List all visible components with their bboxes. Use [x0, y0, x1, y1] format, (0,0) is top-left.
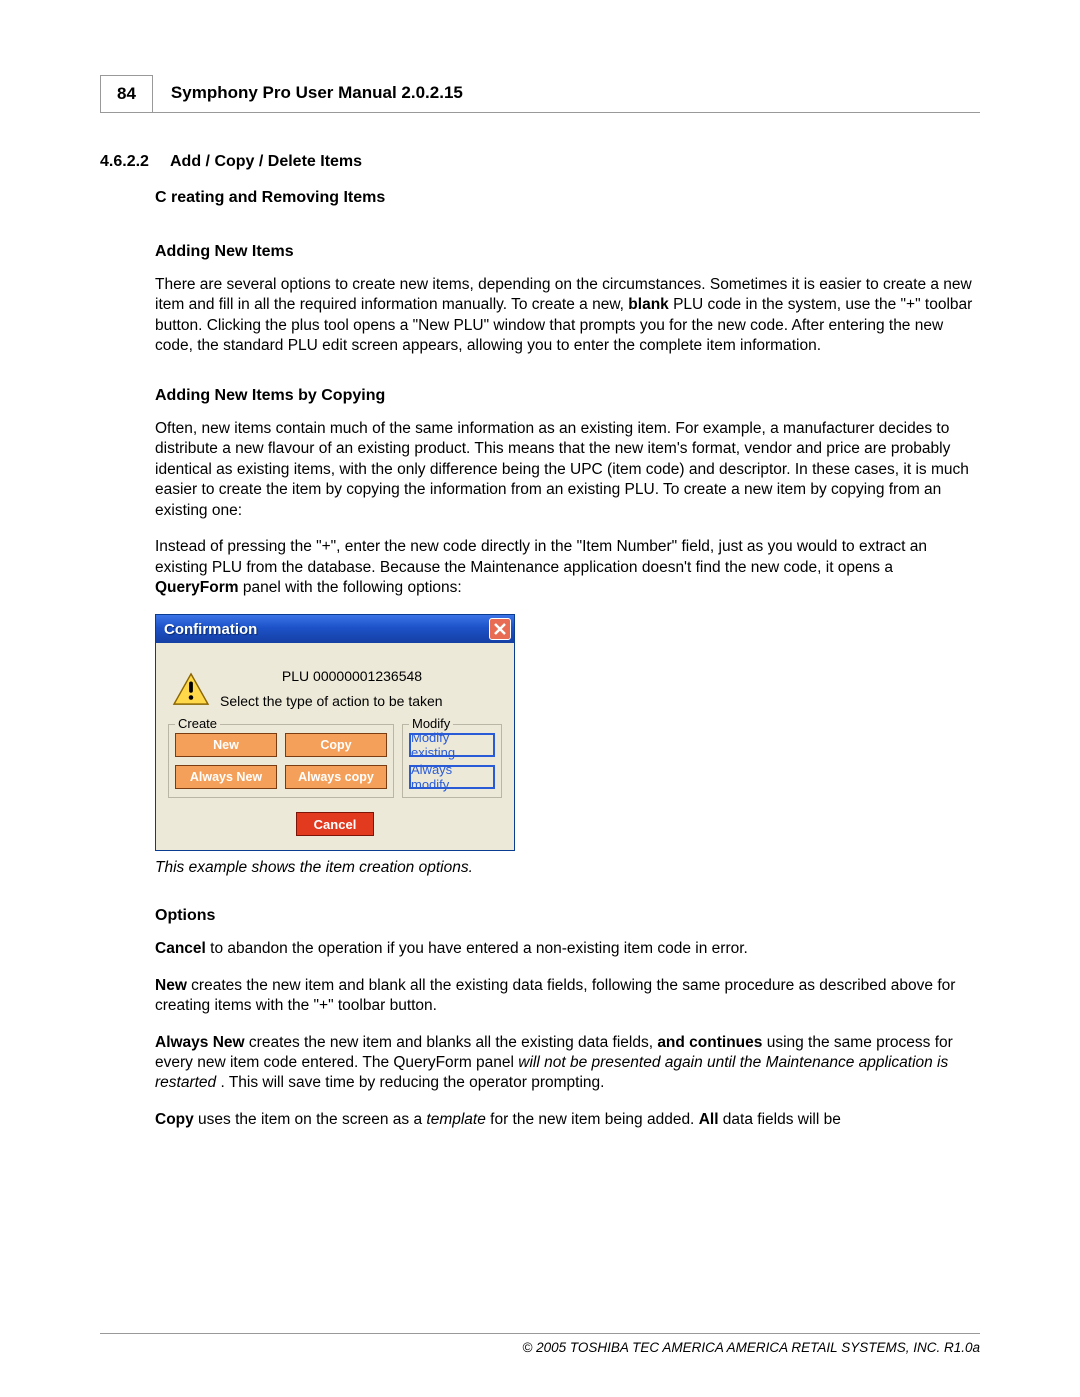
manual-title: Symphony Pro User Manual 2.0.2.15	[153, 75, 481, 112]
page-number: 84	[100, 75, 153, 112]
text: creates the new item and blank all the e…	[155, 977, 955, 1014]
para-opt-copy: Copy uses the item on the screen as a te…	[155, 1110, 980, 1130]
text-italic: template	[426, 1111, 485, 1128]
heading-options: Options	[155, 907, 980, 925]
warning-icon	[172, 672, 210, 706]
text-bold: blank	[628, 296, 668, 313]
close-icon	[493, 622, 507, 636]
para-opt-new: New creates the new item and blank all t…	[155, 976, 980, 1017]
always-modify-button[interactable]: Always modify	[409, 765, 495, 789]
heading-copying: Adding New Items by Copying	[155, 387, 980, 405]
text: for the new item being added.	[486, 1111, 699, 1128]
section-title: Add / Copy / Delete Items	[170, 153, 362, 171]
dialog-titlebar: Confirmation	[156, 615, 514, 643]
text: to abandon the operation if you have ent…	[206, 940, 748, 957]
para-copy1: Often, new items contain much of the sam…	[155, 419, 980, 521]
modify-existing-button[interactable]: Modify existing	[409, 733, 495, 757]
create-label: Create	[175, 716, 220, 731]
copy-button[interactable]: Copy	[285, 733, 387, 757]
text: creates the new item and blanks all the …	[245, 1034, 658, 1051]
page-footer: © 2005 TOSHIBA TEC AMERICA AMERICA RETAI…	[100, 1333, 980, 1355]
dialog-title: Confirmation	[164, 621, 257, 638]
confirmation-dialog: Confirmation PLU 00000001236548	[155, 614, 515, 851]
text-bold: Cancel	[155, 940, 206, 957]
dialog-screenshot: Confirmation PLU 00000001236548	[155, 614, 980, 851]
text: data fields will be	[719, 1111, 841, 1128]
text-bold: QueryForm	[155, 579, 239, 596]
modify-group: Modify Modify existing Always modify	[402, 724, 502, 798]
text-bold: New	[155, 977, 187, 994]
new-button[interactable]: New	[175, 733, 277, 757]
text-bold: Always New	[155, 1034, 245, 1051]
close-button[interactable]	[489, 618, 511, 640]
para-opt-always-new: Always New creates the new item and blan…	[155, 1033, 980, 1094]
heading-adding: Adding New Items	[155, 243, 980, 261]
para-copy2: Instead of pressing the "+", enter the n…	[155, 537, 980, 598]
text: Instead of pressing the "+", enter the n…	[155, 538, 927, 575]
section-number: 4.6.2.2	[100, 153, 170, 171]
create-group: Create New Copy Always New Always copy	[168, 724, 394, 798]
text: panel with the following options:	[239, 579, 462, 596]
para-adding: There are several options to create new …	[155, 275, 980, 357]
dialog-message: PLU 00000001236548 Select the type of ac…	[220, 665, 504, 712]
text: uses the item on the screen as a	[194, 1111, 427, 1128]
always-copy-button[interactable]: Always copy	[285, 765, 387, 789]
modify-label: Modify	[409, 716, 453, 731]
figure-caption: This example shows the item creation opt…	[155, 859, 980, 877]
text-bold: and continues	[657, 1034, 762, 1051]
section-subtitle: C reating and Removing Items	[155, 189, 980, 207]
msg-line2: Select the type of action to be taken	[220, 690, 504, 712]
text-bold: All	[699, 1111, 719, 1128]
page-header: 84 Symphony Pro User Manual 2.0.2.15	[100, 75, 980, 113]
cancel-button[interactable]: Cancel	[296, 812, 374, 836]
para-opt-cancel: Cancel to abandon the operation if you h…	[155, 939, 980, 959]
text-bold: Copy	[155, 1111, 194, 1128]
always-new-button[interactable]: Always New	[175, 765, 277, 789]
text: . This will save time by reducing the op…	[220, 1074, 604, 1091]
msg-line1: PLU 00000001236548	[220, 665, 504, 687]
